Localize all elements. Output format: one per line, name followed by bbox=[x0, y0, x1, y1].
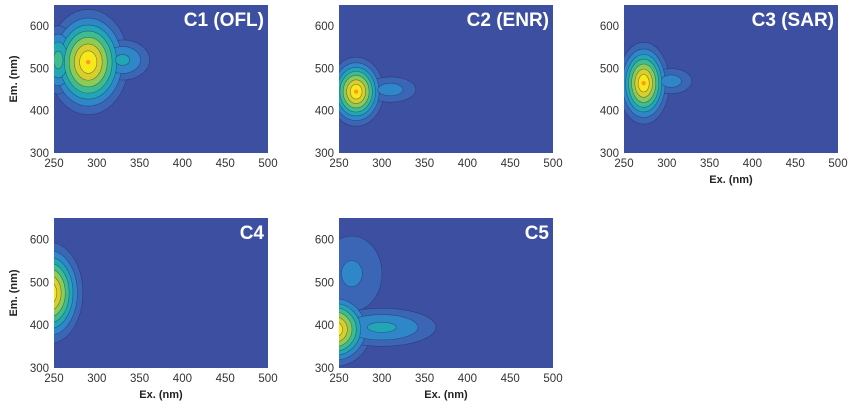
x-tick-label: 400 bbox=[458, 373, 477, 385]
eem-panel-c2: C2 (ENR) 250 300 350 400 450 500 300 400 500 600 bbox=[285, 0, 570, 206]
x-tick-label: 400 bbox=[458, 158, 477, 170]
y-tick-label: 500 bbox=[30, 277, 49, 289]
panel-title: C5 bbox=[525, 223, 550, 244]
x-tick-label: 250 bbox=[44, 373, 63, 385]
peak-maximum-marker bbox=[86, 59, 91, 65]
eem-panel-c3: C3 (SAR) 250 300 350 400 450 500 300 400 500 600 Ex… bbox=[570, 0, 849, 206]
contour-level-3-peak-1 bbox=[114, 54, 131, 66]
x-axis-label: Ex. (nm) bbox=[709, 174, 753, 186]
peak-maximum-marker bbox=[353, 89, 359, 94]
contour-level-2-peak-1 bbox=[377, 83, 404, 97]
eem-panel-c1: C1 (OFL) 250 300 350 400 450 500 300 400 500 600 Em… bbox=[0, 0, 290, 206]
contour-level-7-peak-0 bbox=[339, 322, 343, 337]
x-tick-label: 250 bbox=[329, 373, 348, 385]
x-tick-label: 300 bbox=[372, 373, 391, 385]
y-tick-label: 300 bbox=[30, 363, 49, 375]
x-tick-label: 500 bbox=[543, 158, 562, 170]
contour-level-2-peak-2 bbox=[341, 260, 363, 288]
y-tick-label: 600 bbox=[315, 21, 334, 33]
y-tick-label: 500 bbox=[315, 277, 334, 289]
contour-level-7-peak-0 bbox=[54, 283, 58, 303]
y-tick-label: 300 bbox=[30, 148, 49, 160]
eem-panel-c4: C4 250 300 350 400 450 500 300 400 500 600 Ex. (nm)… bbox=[0, 206, 290, 413]
y-tick-label: 600 bbox=[30, 234, 49, 246]
eem-chart-svg: C1 (OFL)250 300 350 400 450 500300400500600Em… bbox=[8, 5, 278, 170]
x-tick-label: 300 bbox=[87, 373, 106, 385]
peak-maximum-marker bbox=[48, 291, 52, 295]
y-tick-label: 400 bbox=[315, 320, 334, 332]
x-tick-label: 450 bbox=[216, 373, 235, 385]
x-tick-label: 300 bbox=[372, 158, 391, 170]
y-tick-label: 500 bbox=[315, 63, 334, 75]
contour-level-2-peak-1 bbox=[660, 74, 682, 88]
x-tick-label: 250 bbox=[329, 158, 348, 170]
panel-title: C4 bbox=[240, 223, 265, 244]
eem-panel-c5: C5 250 300 350 400 450 500 300 400 500 600 Ex. (nm) bbox=[285, 206, 570, 413]
y-tick-label: 300 bbox=[600, 148, 619, 160]
y-tick-label: 300 bbox=[315, 363, 334, 375]
x-tick-label: 500 bbox=[258, 158, 277, 170]
x-tick-label: 400 bbox=[743, 158, 762, 170]
x-axis-label: Ex. (nm) bbox=[139, 389, 183, 401]
x-tick-label: 400 bbox=[173, 373, 192, 385]
y-tick-label: 400 bbox=[315, 106, 334, 118]
plot-background bbox=[54, 218, 268, 368]
x-tick-label: 250 bbox=[614, 158, 633, 170]
y-tick-label: 500 bbox=[30, 63, 49, 75]
panel-title: C2 (ENR) bbox=[467, 10, 549, 31]
x-tick-label: 450 bbox=[216, 158, 235, 170]
x-tick-label: 450 bbox=[501, 158, 520, 170]
x-tick-label: 350 bbox=[415, 158, 434, 170]
y-tick-label: 600 bbox=[30, 21, 49, 33]
eem-chart-svg: C3 (SAR)250 300 350 400 450 500300400500600Ex… bbox=[600, 5, 848, 186]
contour-level-4-peak-2 bbox=[54, 50, 64, 70]
y-tick-label: 400 bbox=[600, 106, 619, 118]
x-tick-label: 350 bbox=[700, 158, 719, 170]
contour-level-6-peak-0 bbox=[54, 276, 62, 310]
contour-level-6-peak-0 bbox=[339, 317, 348, 342]
x-tick-label: 350 bbox=[415, 373, 434, 385]
contour-level-3-peak-1 bbox=[367, 321, 397, 333]
x-tick-label: 500 bbox=[828, 158, 847, 170]
y-tick-label: 600 bbox=[600, 21, 619, 33]
x-tick-label: 500 bbox=[543, 373, 562, 385]
x-tick-label: 450 bbox=[501, 373, 520, 385]
peak-maximum-marker bbox=[641, 81, 646, 86]
y-tick-label: 600 bbox=[315, 234, 334, 246]
y-tick-label: 300 bbox=[315, 148, 334, 160]
y-tick-label: 500 bbox=[600, 63, 619, 75]
x-tick-label: 400 bbox=[173, 158, 192, 170]
x-tick-label: 350 bbox=[130, 373, 149, 385]
y-axis-label: Em. (nm) bbox=[8, 269, 20, 316]
x-tick-label: 300 bbox=[657, 158, 676, 170]
y-tick-label: 400 bbox=[30, 106, 49, 118]
panel-title: C3 (SAR) bbox=[752, 10, 834, 31]
x-tick-label: 250 bbox=[44, 158, 63, 170]
x-axis-label: Ex. (nm) bbox=[424, 389, 468, 401]
y-tick-label: 400 bbox=[30, 320, 49, 332]
x-tick-label: 350 bbox=[130, 158, 149, 170]
x-tick-label: 500 bbox=[258, 373, 277, 385]
y-axis-label: Em. (nm) bbox=[8, 55, 20, 102]
x-tick-label: 450 bbox=[786, 158, 805, 170]
panel-title: C1 (OFL) bbox=[184, 10, 264, 31]
x-tick-label: 300 bbox=[87, 158, 106, 170]
